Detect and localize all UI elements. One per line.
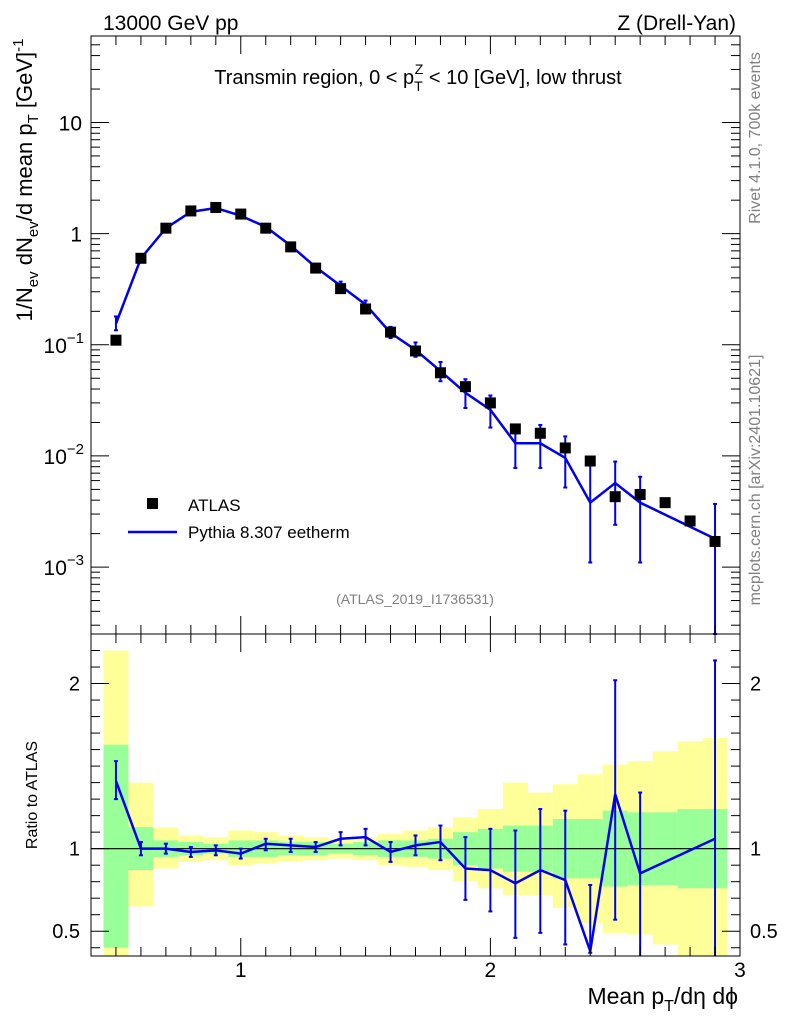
analysis-id: (ATLAS_2019_I1736531) [336, 591, 494, 607]
collision-label: 13000 GeV pp [103, 12, 238, 35]
ratio-y-tick-label-right: 2 [750, 674, 761, 696]
atlas-point [235, 208, 247, 220]
y-axis-label: 1/Nev dNev/d mean pT [GeV]-1 [10, 39, 42, 322]
ratio-y-tick-label: 0.5 [52, 921, 80, 943]
x-axis-label: Mean pT/dη dϕ [587, 983, 738, 1015]
atlas-point [260, 222, 272, 234]
atlas-point [110, 334, 122, 346]
atlas-point [135, 252, 147, 264]
atlas-point [185, 205, 197, 217]
ratio-line [114, 780, 716, 952]
mcplots-label: mcplots.cern.ch [arXiv:2401.10621] [747, 355, 764, 606]
atlas-point [484, 397, 496, 409]
atlas-point [434, 367, 446, 379]
ratio-y-tick-label: 1 [69, 839, 80, 861]
atlas-point [310, 262, 322, 274]
atlas-point [609, 491, 621, 503]
chart-title: Transmin region, 0 < pTZ < 10 [GeV], low… [214, 61, 622, 94]
atlas-point [509, 423, 521, 435]
y-tick-label: 10 [59, 112, 82, 135]
main-panel: 10−3 10−2 10−1 1 10 [44, 35, 741, 635]
y-tick-label: 10−3 [44, 552, 84, 580]
y-tick-label: 10−2 [44, 441, 84, 469]
atlas-point [285, 241, 297, 253]
ratio-y-label: Ratio to ATLAS [24, 741, 41, 849]
atlas-point [210, 201, 222, 213]
y-tick-label: 1 [70, 224, 82, 247]
atlas-point [410, 345, 421, 357]
atlas-point [584, 455, 596, 467]
atlas-point [534, 427, 546, 439]
atlas-point [385, 326, 397, 338]
atlas-point [559, 442, 571, 454]
mc-line [114, 206, 716, 540]
ratio-panel: 0.5 0.5 1 1 2 2 1 2 3 [52, 633, 778, 982]
y-tick-label: 10−1 [44, 330, 84, 358]
main-frame [90, 35, 741, 635]
legend: ATLAS Pythia 8.307 eetherm [128, 496, 350, 542]
legend-atlas-marker [147, 498, 158, 509]
atlas-point [684, 515, 696, 527]
legend-atlas-label: ATLAS [188, 496, 241, 515]
ratio-y-tick-label-right: 1 [750, 839, 761, 861]
atlas-point [335, 283, 347, 295]
atlas-point [360, 303, 372, 315]
rivet-label: Rivet 4.1.0, 700k events [747, 52, 764, 224]
x-tick-label: 1 [235, 959, 247, 982]
atlas-point [459, 381, 471, 393]
x-tick-label: 2 [485, 959, 497, 982]
ratio-y-tick-label-right: 0.5 [750, 921, 778, 943]
atlas-point [659, 497, 671, 509]
legend-pythia-label: Pythia 8.307 eetherm [188, 523, 350, 542]
process-label: Z (Drell-Yan) [617, 12, 736, 35]
x-tick-label: 3 [734, 959, 746, 982]
ratio-y-tick-label: 2 [69, 674, 80, 696]
atlas-point [160, 222, 172, 234]
atlas-point [709, 535, 721, 547]
atlas-point [634, 488, 646, 500]
